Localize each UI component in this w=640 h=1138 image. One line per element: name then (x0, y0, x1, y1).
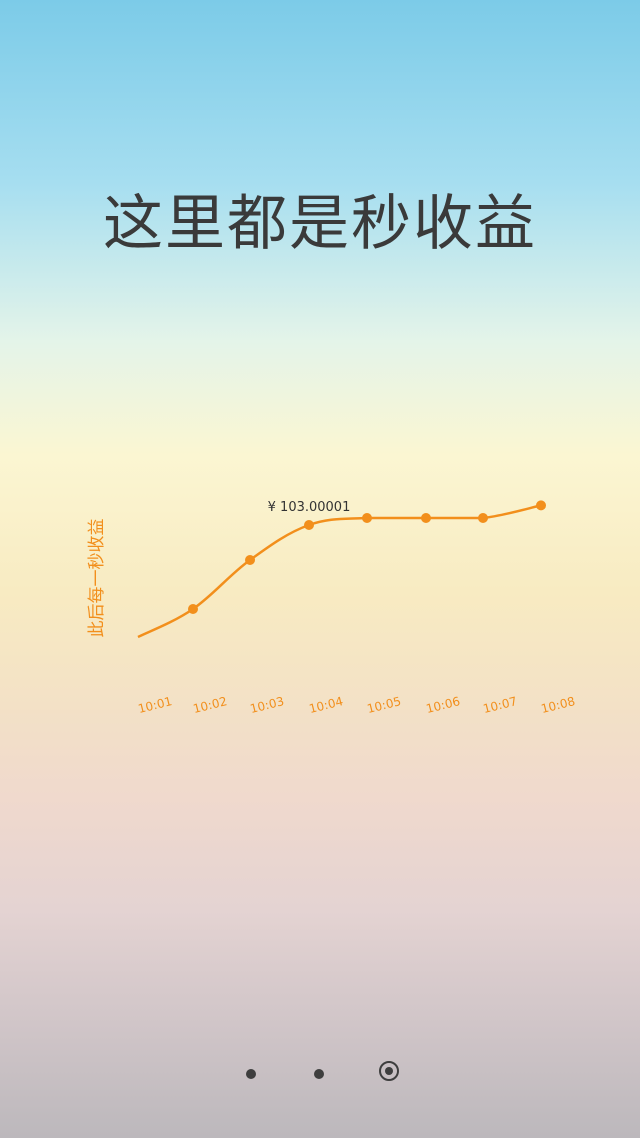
y-axis-label: 此后每一秒收益 (87, 519, 107, 638)
x-tick-label: 10:06 (425, 694, 462, 716)
data-point-10:08 (536, 500, 546, 511)
x-tick-label: 10:02 (192, 694, 229, 716)
x-tick-label: 10:05 (366, 694, 403, 716)
data-point-10:03 (245, 555, 255, 565)
data-point-10:07 (478, 513, 488, 523)
x-tick-label: 10:07 (482, 694, 519, 716)
page-indicator[interactable] (0, 1058, 640, 1090)
data-point-10:04 (304, 520, 314, 530)
x-tick-label: 10:04 (308, 694, 345, 716)
page-dot-3-active[interactable] (379, 1061, 399, 1081)
x-tick-label: 10:01 (137, 694, 174, 716)
page-dot-1[interactable] (246, 1069, 256, 1079)
page-title: 这里都是秒收益 (103, 189, 537, 259)
data-point-10:02 (188, 604, 198, 614)
x-tick-label: 10:03 (249, 694, 286, 716)
x-tick-label: 10:08 (540, 694, 577, 716)
value-annotation: ¥ 103.00001 (268, 500, 351, 515)
page-dot-2[interactable] (314, 1069, 324, 1079)
series-line (137, 504, 542, 639)
data-point-10:06 (421, 513, 431, 523)
data-point-10:05 (362, 513, 372, 523)
